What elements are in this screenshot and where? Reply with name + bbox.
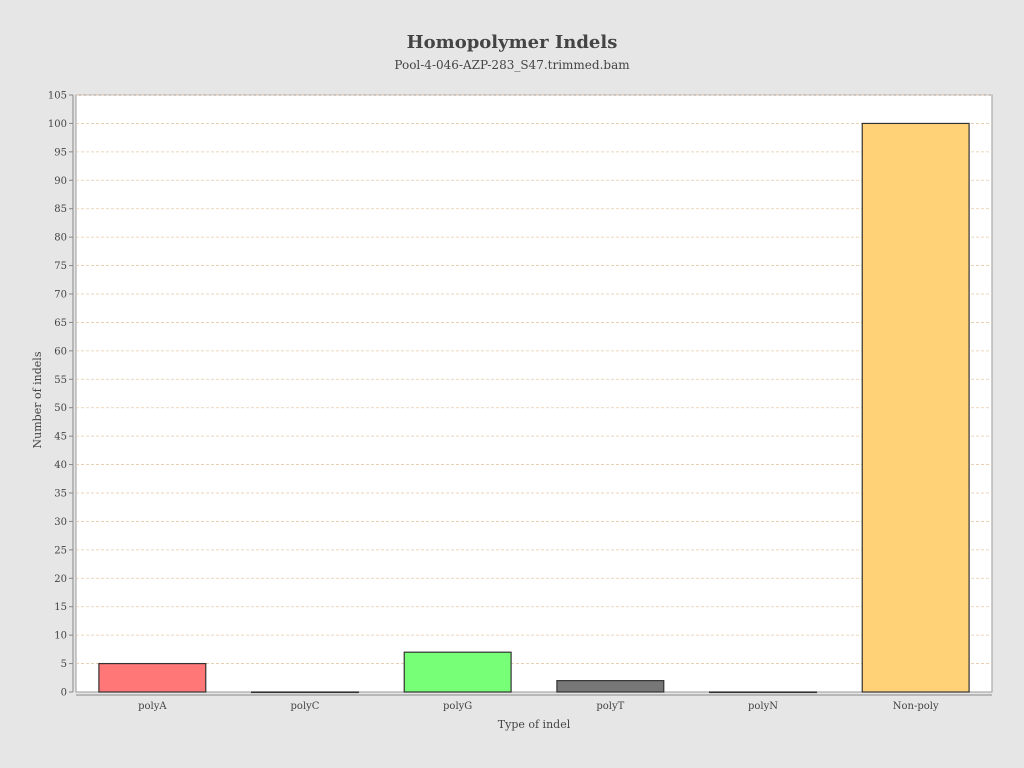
y-tick-label: 65 bbox=[54, 318, 67, 329]
x-axis-label: Type of indel bbox=[498, 718, 571, 731]
bar-polyn bbox=[708, 691, 818, 694]
chart-subtitle: Pool-4-046-AZP-283_S47.trimmed.bam bbox=[394, 58, 630, 72]
y-tick-label: 100 bbox=[48, 119, 67, 130]
bar-non-poly bbox=[861, 122, 970, 693]
bar-polya bbox=[98, 662, 207, 693]
x-tick-label: polyC bbox=[291, 701, 320, 712]
bar-polyg bbox=[403, 651, 512, 693]
y-tick-label: 30 bbox=[54, 517, 67, 528]
x-tick-label: polyT bbox=[596, 701, 624, 712]
x-tick-label: polyA bbox=[138, 701, 167, 712]
y-tick-label: 50 bbox=[54, 403, 67, 414]
y-tick-label: 70 bbox=[54, 290, 67, 301]
y-tick-label: 0 bbox=[61, 688, 67, 699]
y-tick-label: 35 bbox=[54, 489, 67, 500]
y-tick-label: 55 bbox=[54, 375, 67, 386]
plot-area bbox=[75, 94, 993, 693]
y-axis-label: Number of indels bbox=[31, 351, 44, 448]
grid-lines bbox=[76, 94, 992, 664]
bars bbox=[98, 122, 970, 694]
y-tick-label: 105 bbox=[48, 91, 67, 102]
x-tick-label: polyG bbox=[443, 701, 472, 712]
y-tick-label: 10 bbox=[54, 631, 67, 642]
y-tick-label: 25 bbox=[54, 545, 67, 556]
y-axis-ticks: 0 5 10 15 20 25 30 35 40 45 50 55 60 65 70 75 80 85 90 95 10… bbox=[48, 91, 73, 699]
bar-polyc bbox=[250, 691, 360, 694]
y-tick-label: 15 bbox=[54, 602, 67, 613]
chart-title: Homopolymer Indels bbox=[407, 32, 618, 53]
y-tick-label: 90 bbox=[54, 176, 67, 187]
y-tick-label: 20 bbox=[54, 574, 67, 585]
y-tick-label: 75 bbox=[54, 261, 67, 272]
y-tick-label: 60 bbox=[54, 346, 67, 357]
x-tick-label: polyN bbox=[748, 701, 778, 712]
y-tick-label: 80 bbox=[54, 233, 67, 244]
y-tick-label: 95 bbox=[54, 147, 67, 158]
y-tick-label: 45 bbox=[54, 432, 67, 443]
y-tick-label: 85 bbox=[54, 204, 67, 215]
x-tick-label: Non-poly bbox=[893, 701, 939, 712]
y-tick-label: 5 bbox=[61, 659, 67, 670]
y-tick-label: 40 bbox=[54, 460, 67, 471]
x-axis-ticks: polyA polyC polyG polyT polyN Non-poly bbox=[138, 701, 939, 712]
bar-polyt bbox=[556, 680, 665, 693]
